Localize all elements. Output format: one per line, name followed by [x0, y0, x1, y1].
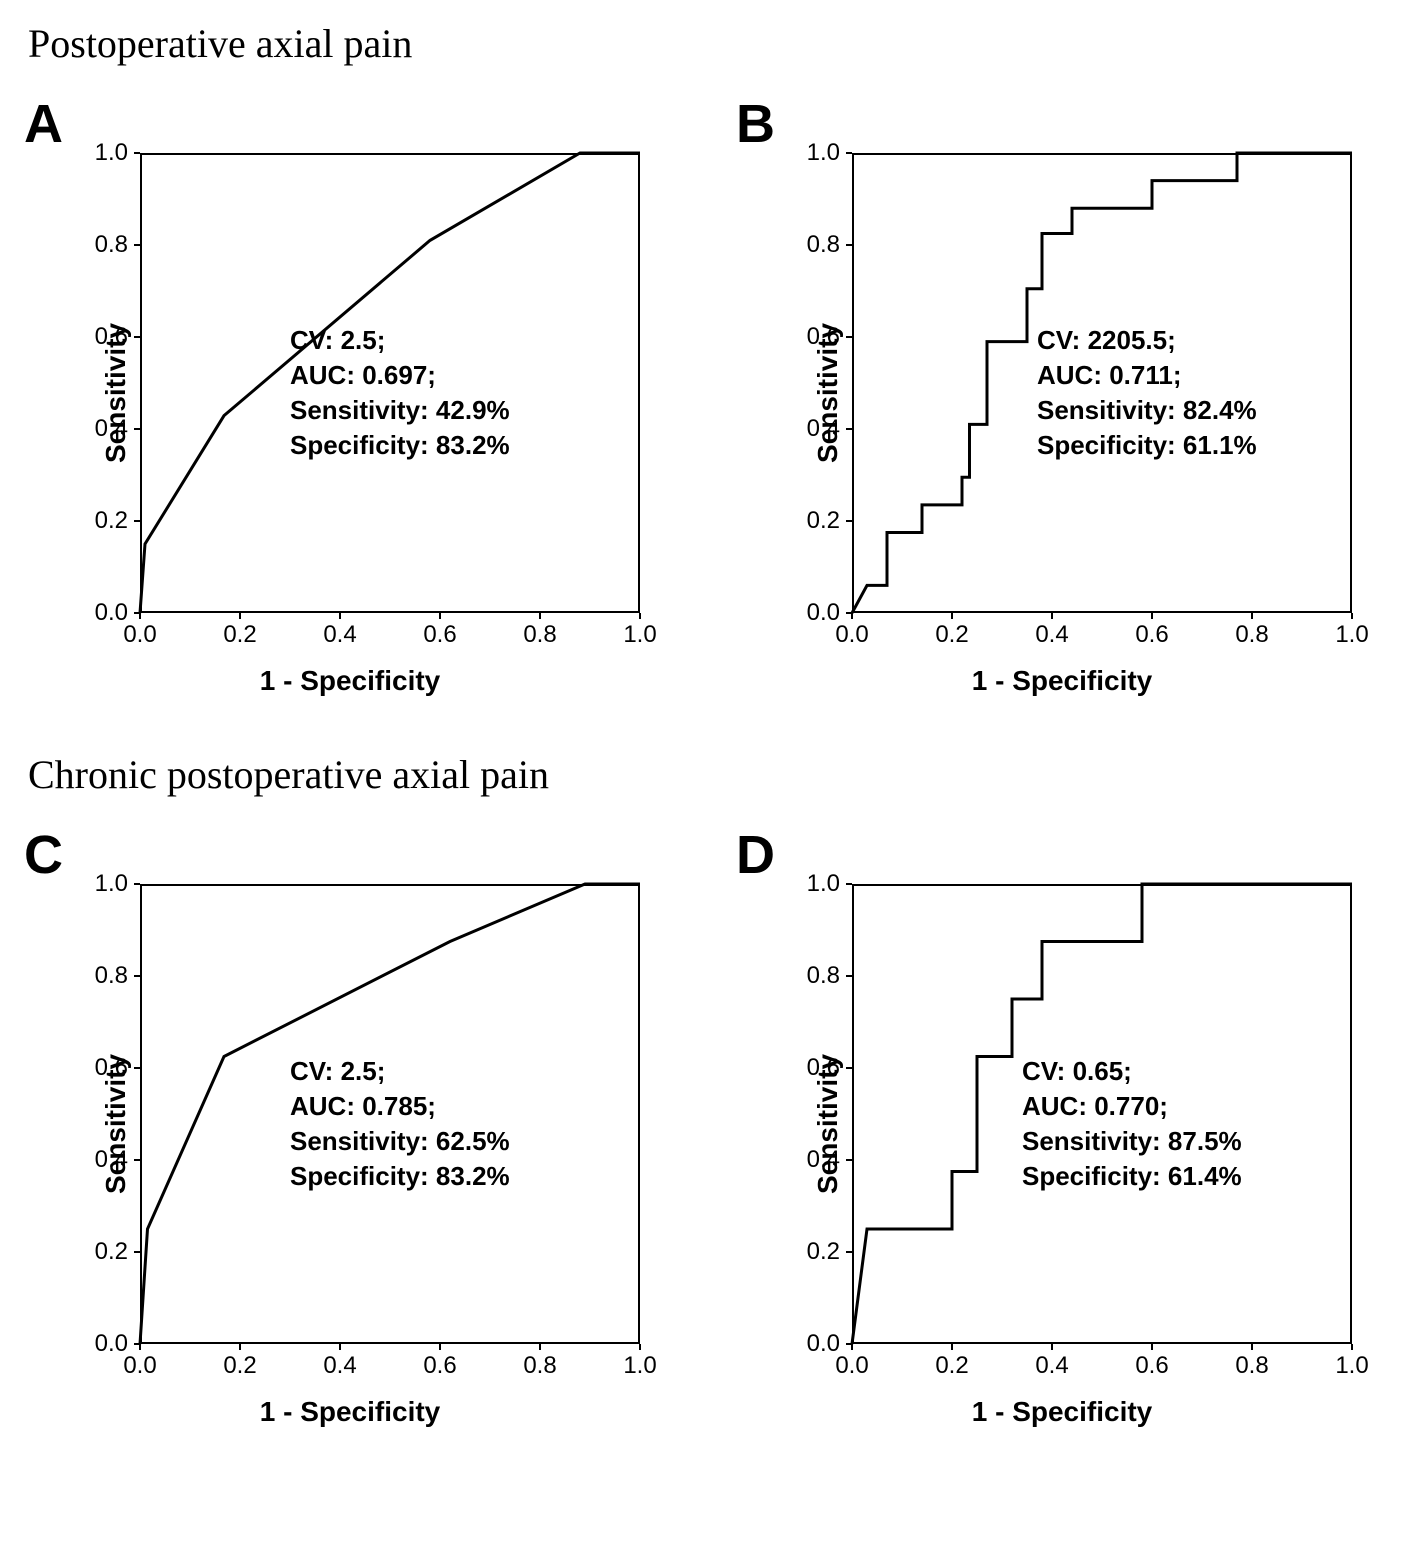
- panel-a: A0.00.20.40.60.81.00.00.20.40.60.81.0Sen…: [20, 83, 680, 703]
- xtick-label: 1.0: [1335, 621, 1368, 649]
- xtick-mark: [1151, 1344, 1153, 1350]
- xtick-mark: [439, 1344, 441, 1350]
- xtick-mark: [1351, 1344, 1353, 1350]
- xtick-label: 0.0: [123, 621, 156, 649]
- sens-stat: Sensitivity: 82.4%: [1037, 393, 1257, 428]
- xtick-mark: [951, 1344, 953, 1350]
- x-axis-label: 1 - Specificity: [972, 665, 1153, 697]
- panel-letter: B: [736, 93, 775, 155]
- cv-stat: CV: 0.65;: [1022, 1054, 1242, 1089]
- xtick-mark: [239, 613, 241, 619]
- xtick-label: 0.8: [1235, 1352, 1268, 1380]
- xtick-label: 0.6: [1135, 1352, 1168, 1380]
- xtick-label: 0.8: [523, 1352, 556, 1380]
- spec-stat: Specificity: 83.2%: [290, 1159, 510, 1194]
- xtick-label: 1.0: [1335, 1352, 1368, 1380]
- xtick-mark: [339, 613, 341, 619]
- cv-stat: CV: 2205.5;: [1037, 323, 1257, 358]
- panel-letter: D: [736, 824, 775, 886]
- y-axis-label: Sensitivity: [812, 1054, 844, 1194]
- xtick-mark: [539, 613, 541, 619]
- panel-c: C0.00.20.40.60.81.00.00.20.40.60.81.0Sen…: [20, 814, 680, 1434]
- spec-stat: Specificity: 61.4%: [1022, 1159, 1242, 1194]
- sens-stat: Sensitivity: 62.5%: [290, 1124, 510, 1159]
- xtick-label: 0.0: [835, 1352, 868, 1380]
- panel-letter: C: [24, 824, 63, 886]
- xtick-label: 0.2: [223, 621, 256, 649]
- xtick-label: 0.8: [1235, 621, 1268, 649]
- auc-stat: AUC: 0.785;: [290, 1089, 510, 1124]
- xtick-mark: [1251, 613, 1253, 619]
- xtick-mark: [851, 1344, 853, 1350]
- xtick-label: 0.6: [1135, 621, 1168, 649]
- xtick-mark: [239, 1344, 241, 1350]
- x-axis-label: 1 - Specificity: [260, 1396, 441, 1428]
- panel-d: D0.00.20.40.60.81.00.00.20.40.60.81.0Sen…: [732, 814, 1392, 1434]
- xtick-mark: [1051, 613, 1053, 619]
- xtick-mark: [639, 613, 641, 619]
- xtick-label: 1.0: [623, 1352, 656, 1380]
- section2-title: Chronic postoperative axial pain: [28, 751, 1396, 798]
- xtick-mark: [1051, 1344, 1053, 1350]
- xtick-label: 0.2: [223, 1352, 256, 1380]
- xtick-mark: [539, 1344, 541, 1350]
- panel-letter: A: [24, 93, 63, 155]
- sens-stat: Sensitivity: 42.9%: [290, 393, 510, 428]
- xtick-mark: [851, 613, 853, 619]
- xtick-mark: [1151, 613, 1153, 619]
- grid-bottom: C 0.0 0.2 0.4 0.6 0.8 1.0 0.0 0.2 0.4 0.6 0.8 1.0 Sen…: [20, 814, 1396, 1434]
- grid-top: A 0.0 0.2 0.4 0.6 0.8 1.0 0.0 0.2 0.4 0.6 0.8 1.0 Sen…: [20, 83, 1396, 703]
- stats-block: CV: 2.5;AUC: 0.785;Sensitivity: 62.5%Spe…: [290, 1054, 510, 1194]
- xtick-mark: [439, 613, 441, 619]
- sens-stat: Sensitivity: 87.5%: [1022, 1124, 1242, 1159]
- xtick-label: 1.0: [623, 621, 656, 649]
- xtick-mark: [639, 1344, 641, 1350]
- xtick-mark: [139, 613, 141, 619]
- xtick-label: 0.4: [1035, 621, 1068, 649]
- x-axis-label: 1 - Specificity: [260, 665, 441, 697]
- xtick-label: 0.4: [1035, 1352, 1068, 1380]
- spec-stat: Specificity: 83.2%: [290, 428, 510, 463]
- stats-block: CV: 2.5;AUC: 0.697;Sensitivity: 42.9%Spe…: [290, 323, 510, 463]
- auc-stat: AUC: 0.697;: [290, 358, 510, 393]
- xtick-label: 0.2: [935, 1352, 968, 1380]
- xtick-label: 0.0: [123, 1352, 156, 1380]
- xtick-mark: [951, 613, 953, 619]
- section1-title: Postoperative axial pain: [28, 20, 1396, 67]
- stats-block: CV: 0.65;AUC: 0.770;Sensitivity: 87.5%Sp…: [1022, 1054, 1242, 1194]
- xtick-label: 0.6: [423, 621, 456, 649]
- xtick-label: 0.2: [935, 621, 968, 649]
- x-axis-label: 1 - Specificity: [972, 1396, 1153, 1428]
- panel-b: B0.00.20.40.60.81.00.00.20.40.60.81.0Sen…: [732, 83, 1392, 703]
- stats-block: CV: 2205.5;AUC: 0.711;Sensitivity: 82.4%…: [1037, 323, 1257, 463]
- y-axis-label: Sensitivity: [100, 323, 132, 463]
- xtick-mark: [339, 1344, 341, 1350]
- xtick-label: 0.0: [835, 621, 868, 649]
- xtick-mark: [1351, 613, 1353, 619]
- auc-stat: AUC: 0.711;: [1037, 358, 1257, 393]
- xtick-mark: [1251, 1344, 1253, 1350]
- xtick-mark: [139, 1344, 141, 1350]
- auc-stat: AUC: 0.770;: [1022, 1089, 1242, 1124]
- y-axis-label: Sensitivity: [100, 1054, 132, 1194]
- xtick-label: 0.8: [523, 621, 556, 649]
- xtick-label: 0.6: [423, 1352, 456, 1380]
- xtick-label: 0.4: [323, 621, 356, 649]
- y-axis-label: Sensitivity: [812, 323, 844, 463]
- spec-stat: Specificity: 61.1%: [1037, 428, 1257, 463]
- xtick-label: 0.4: [323, 1352, 356, 1380]
- cv-stat: CV: 2.5;: [290, 323, 510, 358]
- cv-stat: CV: 2.5;: [290, 1054, 510, 1089]
